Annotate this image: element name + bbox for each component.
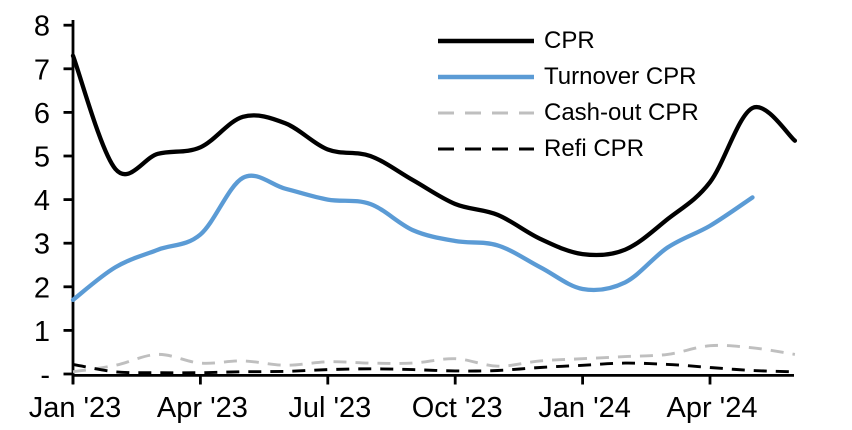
legend: CPR Turnover CPR Cash-out CPR Refi CPR [437,23,699,167]
x-tick-label: Apr '24 [667,392,758,424]
legend-label-refi-cpr: Refi CPR [544,135,645,162]
legend-label-cash-out-cpr: Cash-out CPR [544,99,699,126]
x-tick-label: Jul '23 [288,392,371,424]
series-line-cpr [70,53,798,258]
y-tick-label: 8 [34,11,50,43]
y-tick-label: 5 [34,142,50,174]
x-tick-label: Jan '24 [538,392,631,424]
y-tick-label: 7 [34,54,50,86]
legend-swatch-turnover-cpr [438,74,534,80]
legend-swatch-cash-out-cpr [438,111,534,115]
series-line-turnover-cpr [70,173,755,303]
legend-label-turnover-cpr: Turnover CPR [544,63,697,90]
y-tick-label: 1 [34,316,50,348]
legend-item-cpr: CPR [437,23,699,59]
legend-item-cash-out-cpr: Cash-out CPR [437,95,699,131]
series-line-refi-cpr [72,361,795,375]
series-line-cash-out-cpr [72,343,796,374]
x-tick-label: Jan '23 [29,392,122,424]
legend-item-refi-cpr: Refi CPR [437,131,699,167]
y-tick-label: 2 [34,272,50,304]
legend-swatch-refi-cpr [438,147,534,151]
y-tick-label: 3 [34,229,50,261]
y-tick-label: 4 [34,185,50,217]
y-tick-label: 6 [34,98,50,130]
y-tick-label: - [40,360,50,392]
legend-swatch-cpr [438,38,534,44]
x-tick-label: Apr '23 [157,392,248,424]
series-lines [70,53,798,375]
legend-item-turnover-cpr: Turnover CPR [437,59,699,95]
axes: 8 7 6 5 4 3 2 1 -Jan '23 Apr '23 Jul '23 Oct '23 Jan… [29,11,794,424]
x-tick-label: Oct '23 [412,392,503,424]
legend-label-cpr: CPR [544,27,595,54]
